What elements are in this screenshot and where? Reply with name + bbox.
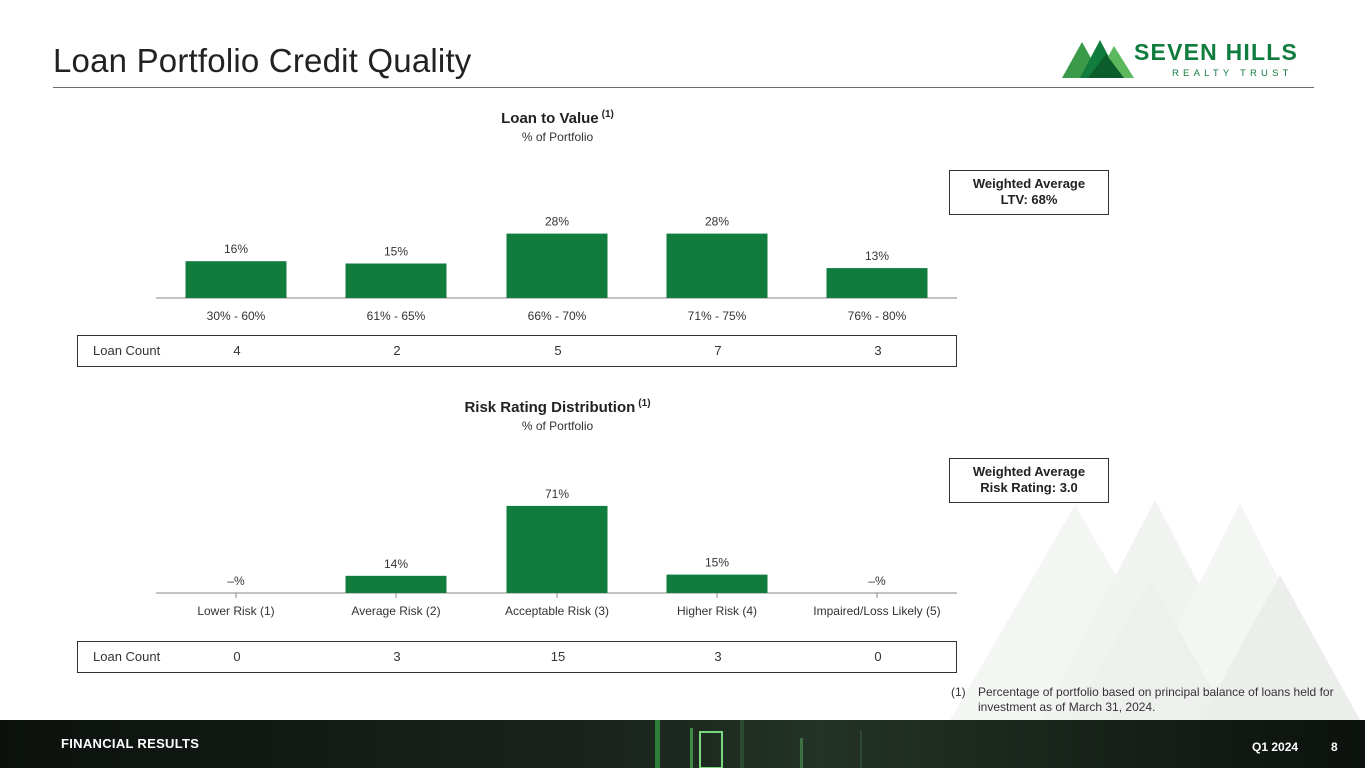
risk-category-label: Average Risk (2) (351, 604, 440, 618)
ltv-loan-count-value: 5 (554, 343, 562, 358)
ltv-weighted-average-box: Weighted Average LTV: 68% (949, 170, 1109, 215)
ltv-loan-count-value: 3 (874, 343, 882, 358)
risk-value-label: 71% (545, 487, 569, 501)
ltv-value-label: 28% (545, 215, 569, 229)
title-divider (53, 87, 1314, 88)
page-number: 8 (1331, 740, 1338, 754)
risk-title-footnote-ref: (1) (638, 398, 651, 409)
footnote-number: (1) (951, 685, 966, 699)
ltv-loan-count-row: Loan Count 4 2 5 7 3 (77, 335, 957, 367)
risk-category-label: Higher Risk (4) (677, 604, 757, 618)
risk-bar-chart: –% Lower Risk (1) 14% Average Risk (2) 71% Ac… (156, 487, 957, 618)
risk-weighted-average-box: Weighted Average Risk Rating: 3.0 (949, 458, 1109, 503)
risk-chart-subtitle: % of Portfolio (521, 419, 594, 433)
ltv-bar (506, 233, 608, 298)
ltv-value-label: 28% (705, 215, 729, 229)
logo-name: SEVEN HILLS (1134, 39, 1299, 65)
ltv-category-label: 66% - 70% (528, 309, 587, 323)
page-title: Loan Portfolio Credit Quality (53, 42, 472, 79)
footer-background-graphic-icon (0, 720, 1365, 768)
risk-bar (345, 575, 447, 593)
ltv-chart-title: Loan to Value (1) (0, 109, 1115, 127)
ltv-bar (826, 268, 928, 298)
risk-loan-count-value: 3 (393, 649, 401, 664)
risk-loan-count-value: 0 (233, 649, 241, 664)
risk-bar (666, 574, 768, 593)
risk-loan-count-value: 3 (714, 649, 722, 664)
company-logo: SEVEN HILLS REALTY TRUST (1062, 38, 1316, 80)
logo-subtitle: REALTY TRUST (1172, 68, 1293, 79)
ltv-value-label: 16% (224, 242, 248, 256)
ltv-category-label: 61% - 65% (367, 309, 426, 323)
risk-chart-title: Risk Rating Distribution (1) (0, 398, 1115, 416)
ltv-bar (185, 261, 287, 298)
ltv-loan-count-label: Loan Count (93, 343, 161, 358)
footnote-text: Percentage of portfolio based on princip… (978, 685, 1334, 714)
risk-value-label: –% (227, 574, 245, 588)
ltv-value-label: 15% (384, 245, 408, 259)
ltv-bar (666, 233, 768, 298)
ltv-category-label: 76% - 80% (848, 309, 907, 323)
ltv-bar (345, 263, 447, 298)
risk-value-label: 15% (705, 556, 729, 570)
ltv-title-text: Loan to Value (501, 110, 599, 127)
risk-kpi-line1: Weighted Average (972, 464, 1086, 479)
ltv-category-label: 71% - 75% (688, 309, 747, 323)
ltv-title-footnote-ref: (1) (601, 109, 614, 120)
ltv-kpi-line2: LTV: 68% (1000, 192, 1058, 207)
risk-value-label: 14% (384, 557, 408, 571)
risk-loan-count-value: 15 (550, 649, 566, 664)
risk-bar (506, 505, 608, 593)
risk-loan-count-label: Loan Count (93, 649, 161, 664)
risk-category-label: Acceptable Risk (3) (505, 604, 609, 618)
risk-category-label: Lower Risk (1) (197, 604, 274, 618)
footer-section-label: FINANCIAL RESULTS (61, 736, 200, 751)
ltv-chart-subtitle: % of Portfolio (521, 130, 594, 144)
ltv-loan-count-value: 7 (714, 343, 722, 358)
footer-quarter: Q1 2024 (1252, 740, 1299, 754)
mountain-logo-icon (1062, 40, 1134, 78)
risk-kpi-line2: Risk Rating: 3.0 (980, 480, 1078, 495)
ltv-value-label: 13% (865, 249, 889, 263)
ltv-bar-chart: 16% 30% - 60% 15% 61% - 65% 28% 66% - 70% 28% 7… (156, 215, 957, 323)
ltv-loan-count-value: 2 (393, 343, 401, 358)
risk-loan-count-value: 0 (874, 649, 882, 664)
risk-value-label: –% (868, 574, 886, 588)
ltv-category-label: 30% - 60% (207, 309, 266, 323)
background-mountains-icon (950, 500, 1360, 720)
footer-bar: FINANCIAL RESULTS Q1 2024 8 (0, 720, 1365, 768)
risk-title-text: Risk Rating Distribution (464, 399, 636, 416)
risk-loan-count-row: Loan Count 0 3 15 3 0 (77, 641, 957, 673)
ltv-kpi-line1: Weighted Average (972, 176, 1086, 191)
ltv-loan-count-value: 4 (233, 343, 241, 358)
risk-category-label: Impaired/Loss Likely (5) (813, 604, 940, 618)
